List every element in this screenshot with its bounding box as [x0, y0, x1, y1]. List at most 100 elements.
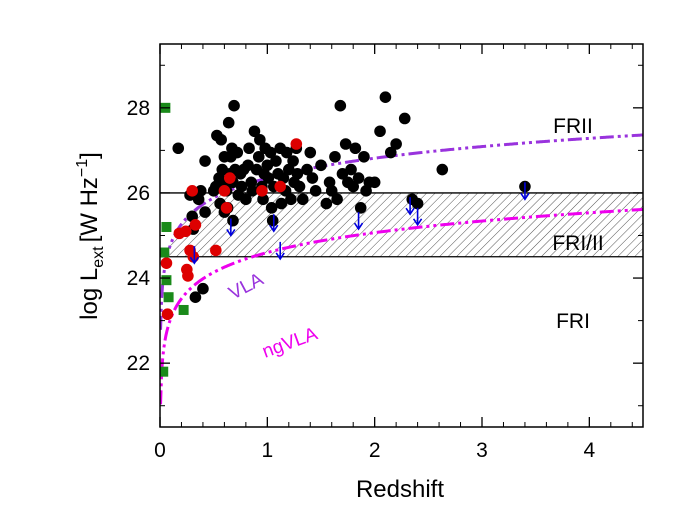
black-data-point: [246, 185, 259, 197]
black-data-point: [334, 99, 347, 112]
upper-limit-arrow: [275, 241, 285, 261]
black-data-point: [262, 172, 275, 184]
upper-limit-arrow: [189, 246, 200, 265]
black-data-point: [228, 99, 240, 112]
red-data-point: [290, 138, 303, 150]
red-data-point: [161, 308, 174, 321]
black-data-point: [199, 206, 211, 218]
black-data-point: [331, 193, 343, 206]
black-data-point: [309, 185, 322, 197]
black-data-point: [339, 138, 352, 150]
y-tick-label: 22: [127, 352, 150, 375]
x-tick-label: 2: [369, 439, 381, 462]
black-data-point: [287, 155, 299, 167]
green-square-point: [178, 304, 189, 315]
black-data-point: [261, 159, 274, 172]
red-data-point: [218, 185, 231, 197]
y-axis-title-close: ]: [76, 152, 103, 159]
black-data-point: [222, 116, 235, 129]
black-data-point: [242, 159, 254, 172]
black-data-point: [306, 172, 319, 184]
x-tick-label: 0: [154, 439, 166, 462]
vla-curve-label: VLA: [225, 269, 267, 305]
y-axis-title: log Lext [W Hz−1]: [74, 152, 107, 320]
region-label-fri-ii: FRI/II: [552, 232, 603, 255]
black-data-point: [384, 146, 397, 159]
black-data-point: [336, 167, 349, 180]
black-data-point: [240, 193, 252, 206]
black-data-point: [374, 125, 386, 138]
y-axis: 22 24 26 28: [127, 64, 643, 407]
upper-limit-arrow: [353, 212, 364, 231]
black-data-point: [325, 185, 338, 197]
black-data-point: [194, 185, 207, 197]
red-data-point: [186, 185, 198, 197]
black-data-point: [231, 146, 244, 159]
black-data-point: [347, 180, 360, 193]
data-points: [160, 91, 531, 377]
upper-limit-arrow: [269, 214, 279, 233]
region-label-fri: FRI: [556, 310, 590, 333]
x-tick-label: 1: [261, 439, 273, 462]
black-data-point: [349, 142, 362, 155]
black-data-point: [243, 142, 255, 155]
black-data-point: [293, 180, 306, 193]
black-data-point: [301, 163, 313, 176]
black-data-point: [379, 91, 392, 103]
hatched-region-fri-ii: [166, 192, 643, 257]
ngvla-curve-label: ngVLA: [260, 323, 321, 362]
x-tick-label: 3: [476, 439, 488, 462]
x-axis-title: Redshift: [356, 476, 444, 503]
y-tick-label: 28: [127, 97, 150, 120]
green-square-point: [160, 366, 169, 377]
black-data-point: [285, 193, 297, 206]
black-data-point: [215, 133, 227, 146]
black-data-point: [254, 133, 266, 146]
black-data-point: [411, 197, 424, 210]
black-data-point: [352, 172, 365, 184]
black-data-point: [266, 214, 279, 227]
red-data-point: [160, 257, 173, 269]
black-data-point: [329, 150, 341, 163]
y-tick-label: 24: [127, 267, 151, 290]
y-axis-title-unit: [W Hz: [76, 177, 103, 242]
black-data-point: [436, 163, 449, 176]
red-data-point: [220, 202, 233, 214]
black-data-point: [304, 146, 317, 159]
black-data-point: [280, 146, 293, 159]
black-data-point: [235, 180, 248, 193]
red-data-point: [182, 270, 194, 282]
black-data-point: [252, 150, 265, 163]
upper-limit-arrow: [405, 197, 415, 216]
black-data-point: [245, 176, 258, 189]
x-axis: 0 1 2 3 4: [154, 44, 633, 462]
black-data-point: [199, 155, 211, 167]
black-data-point: [172, 142, 185, 155]
red-data-point: [256, 185, 268, 197]
black-data-point: [358, 150, 370, 163]
red-data-point: [223, 172, 236, 184]
black-data-point: [291, 167, 304, 180]
y-axis-title-subscript: ext: [90, 246, 107, 268]
black-data-point: [197, 282, 209, 295]
black-data-point: [264, 146, 277, 159]
black-data-point: [368, 176, 381, 189]
black-data-point: [275, 197, 288, 210]
black-data-point: [320, 197, 333, 210]
black-data-point: [296, 193, 309, 206]
black-data-point: [257, 193, 269, 206]
black-data-point: [270, 155, 282, 167]
black-data-point: [354, 202, 367, 214]
y-tick-label: 26: [127, 182, 150, 205]
black-data-point: [390, 138, 402, 150]
green-square-point: [161, 275, 172, 286]
green-square-point: [161, 221, 172, 232]
region-label-frii: FRII: [553, 115, 593, 138]
upper-limit-arrow: [226, 218, 236, 237]
black-data-point: [398, 112, 411, 125]
black-data-point: [345, 163, 357, 176]
upper-limit-arrow: [520, 182, 530, 201]
green-square-point: [160, 247, 170, 258]
black-data-point: [189, 291, 202, 304]
